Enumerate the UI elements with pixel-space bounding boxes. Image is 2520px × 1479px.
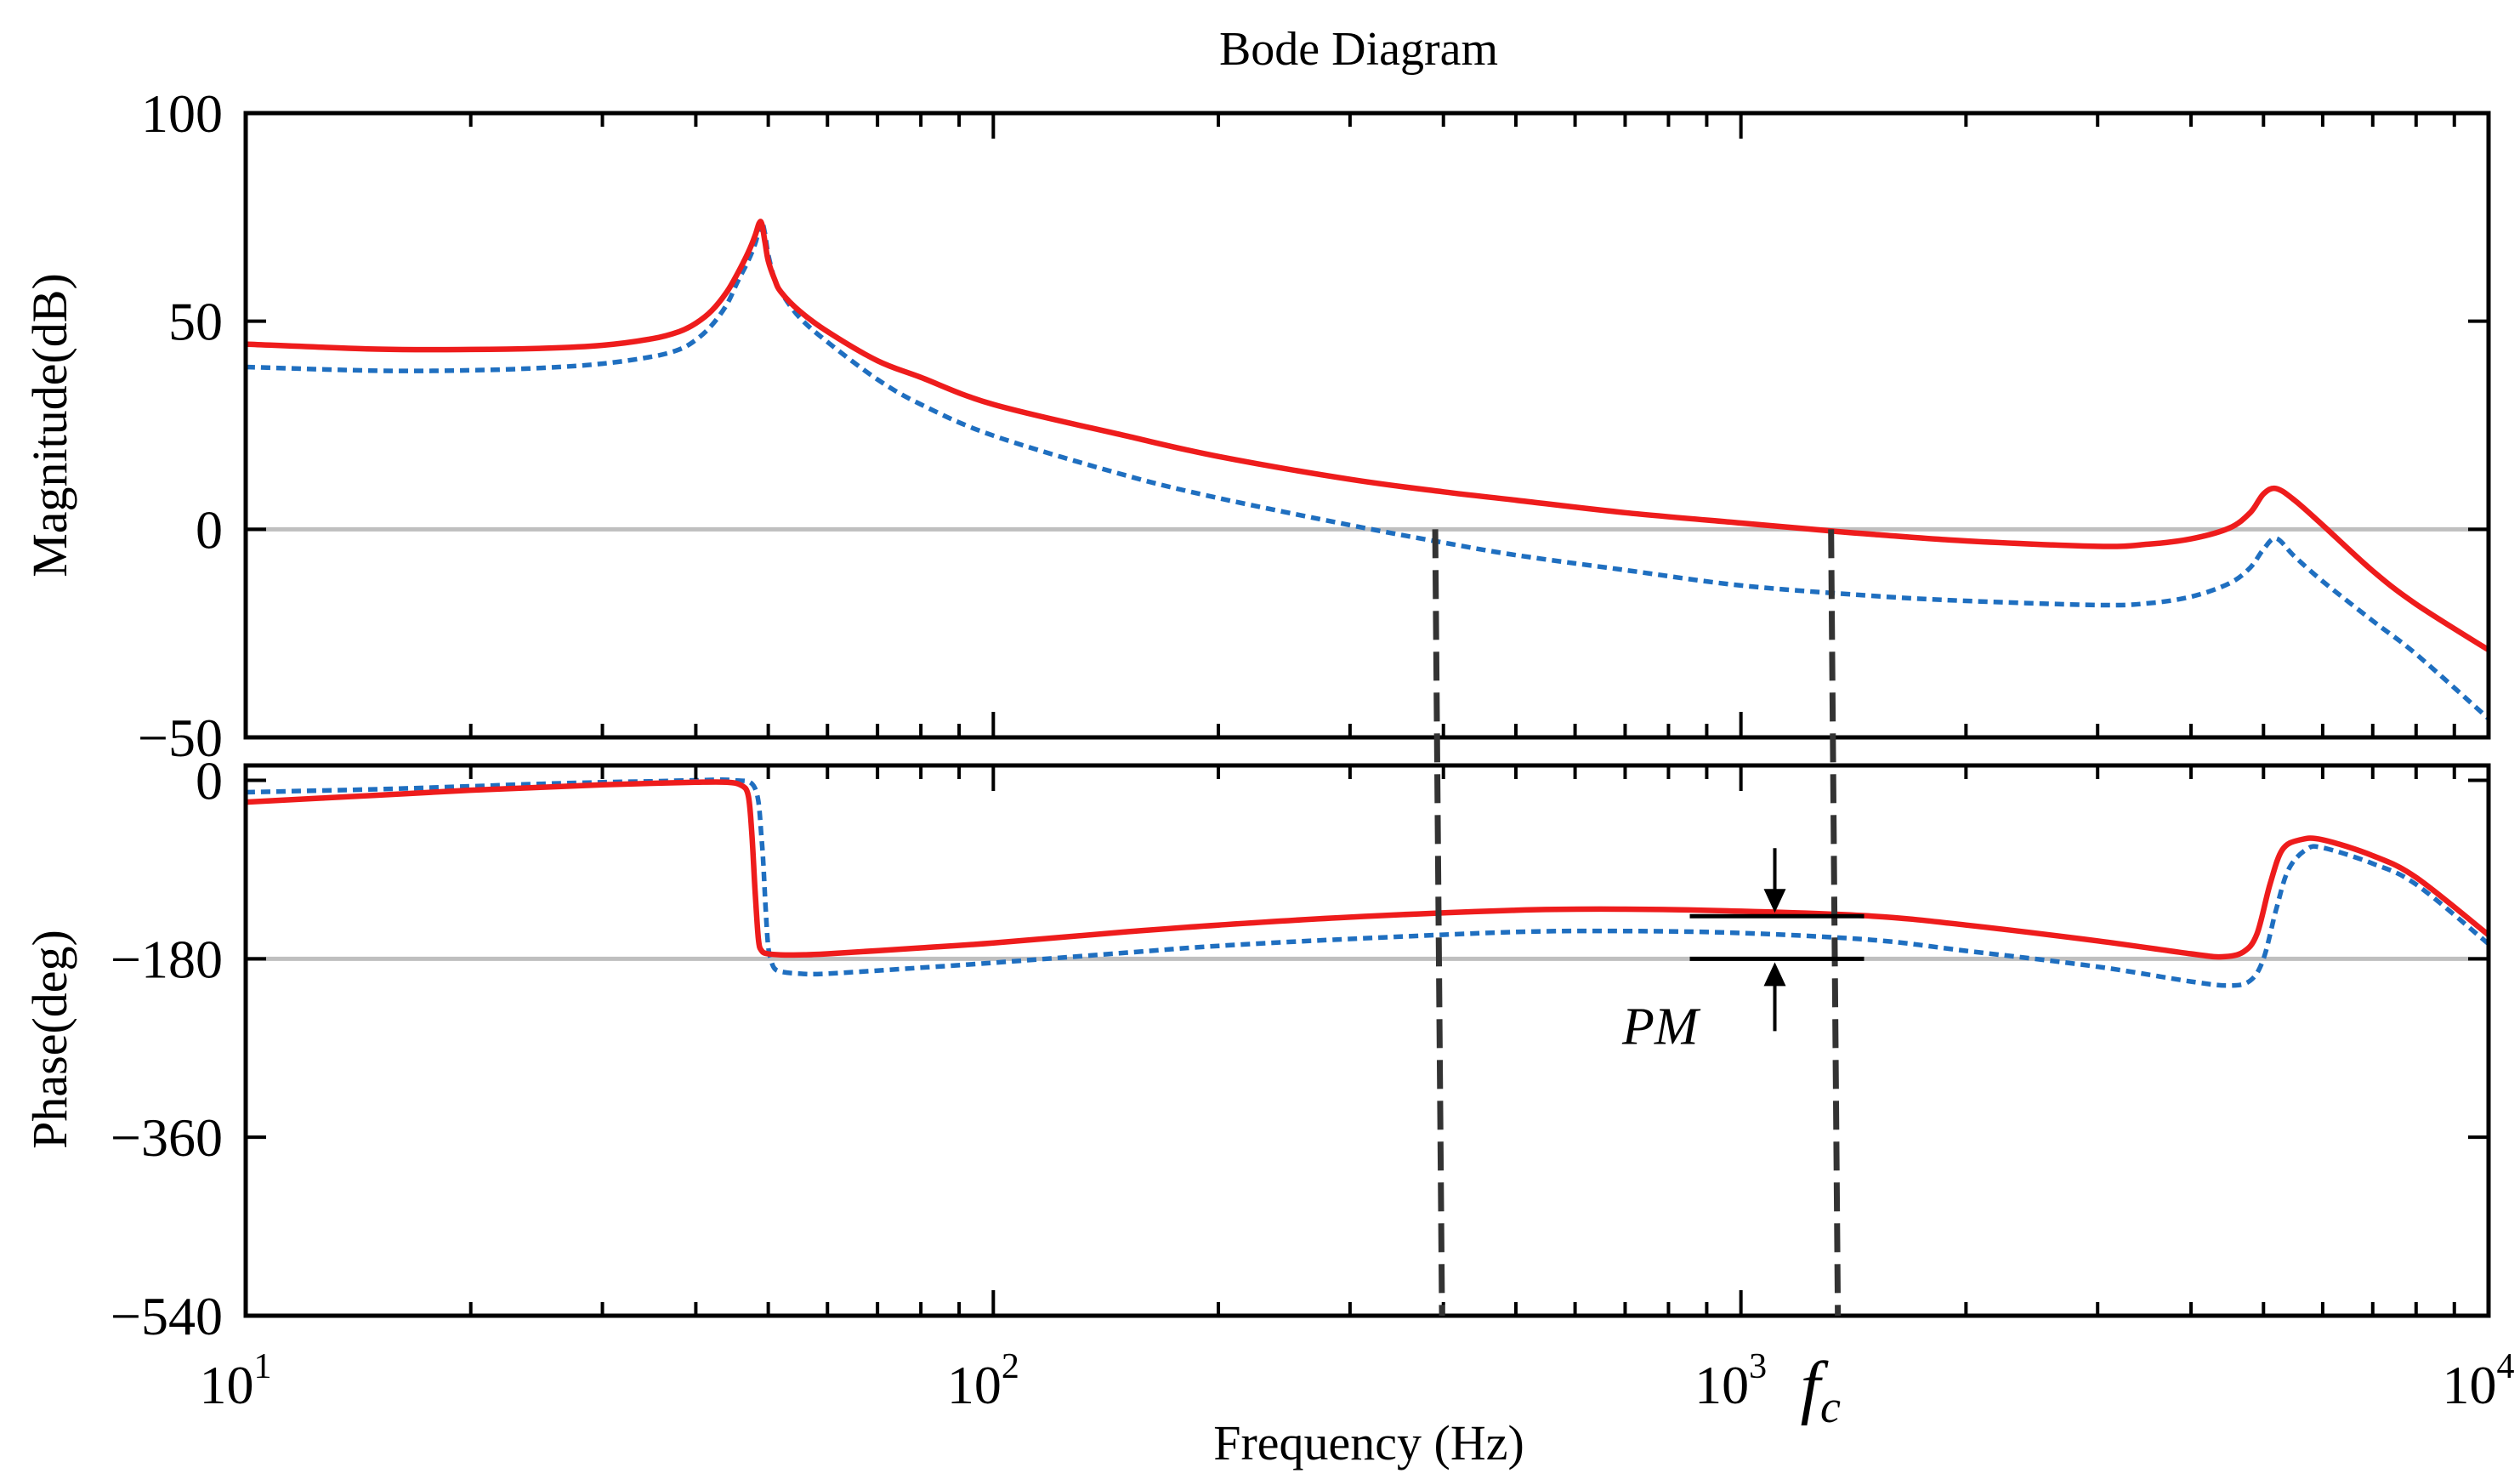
x-tick-label: 101 bbox=[200, 1347, 272, 1415]
magnitude-ticks: 100 50 0 −50 bbox=[138, 83, 2489, 768]
pm-arrow-down-head bbox=[1763, 889, 1786, 913]
annotations: PM fc bbox=[1432, 529, 1864, 1432]
crossover-red-marker bbox=[1828, 529, 1842, 1317]
magnitude-red-line bbox=[245, 219, 2490, 652]
phase-ytick-label: −360 bbox=[111, 1107, 223, 1168]
x-tick-label: 104 bbox=[2443, 1347, 2515, 1415]
phase-ytick-label: −180 bbox=[111, 929, 223, 989]
phase-panel: 0 −180 −360 −540 Phase(deg) bbox=[22, 750, 2491, 1346]
magnitude-ytick-label: 0 bbox=[196, 499, 223, 560]
fc-label: fc bbox=[1801, 1347, 1841, 1432]
x-axis-ticks: 101 102 103 104 bbox=[200, 113, 2515, 1415]
magnitude-series bbox=[245, 219, 2490, 721]
phase-blue-line bbox=[245, 776, 2490, 988]
phase-red-line bbox=[245, 779, 2491, 960]
phase-ytick-label: 0 bbox=[196, 750, 223, 811]
pm-arrow-up-head bbox=[1763, 962, 1786, 987]
chart-title: Bode Diagram bbox=[1219, 23, 1498, 76]
phase-plot-frame bbox=[243, 763, 2491, 1318]
x-axis-label: Frequency (Hz) bbox=[1213, 1415, 1524, 1470]
phase-ylabel: Phase(deg) bbox=[22, 930, 77, 1149]
pm-label: PM bbox=[1621, 998, 1701, 1055]
crossover-blue-marker bbox=[1432, 529, 1445, 1317]
magnitude-ylabel: Magnitude(dB) bbox=[22, 273, 77, 577]
phase-ytick-label: −540 bbox=[111, 1286, 223, 1346]
x-tick-label: 103 bbox=[1694, 1347, 1767, 1415]
x-tick-label: 102 bbox=[947, 1347, 1019, 1415]
magnitude-plot-frame bbox=[243, 111, 2491, 740]
phase-series bbox=[245, 776, 2491, 988]
phase-ticks: 0 −180 −360 −540 bbox=[111, 750, 2489, 1346]
magnitude-ytick-label: 50 bbox=[168, 292, 223, 352]
magnitude-panel: 100 50 0 −50 Magnitude(dB) bbox=[22, 83, 2491, 768]
magnitude-ytick-label: 100 bbox=[141, 83, 223, 144]
magnitude-blue-line bbox=[245, 219, 2490, 721]
magnitude-ytick-label: −50 bbox=[138, 708, 223, 768]
